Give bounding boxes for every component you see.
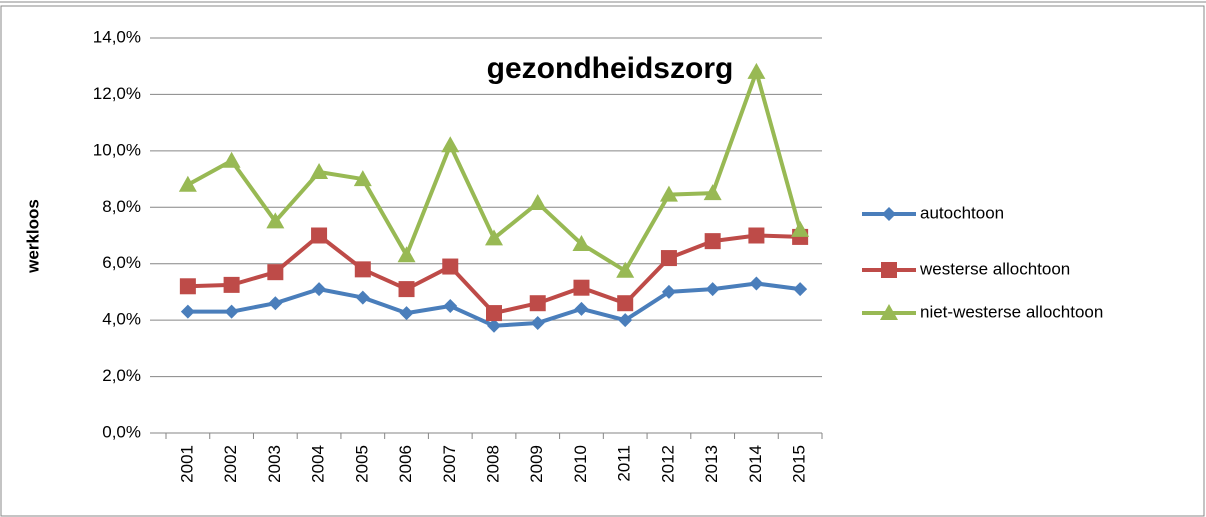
data-point	[487, 318, 501, 333]
x-tick-label: 2014	[746, 445, 765, 483]
y-axis-label: werkloos	[23, 199, 42, 274]
data-point	[793, 282, 808, 297]
legend-label: autochtoon	[920, 203, 1004, 222]
y-tick-label: 14,0%	[93, 27, 141, 46]
legend-label: niet-westerse allochtoon	[920, 302, 1103, 321]
data-point	[398, 281, 415, 298]
data-point	[749, 276, 764, 291]
data-point	[443, 299, 458, 314]
data-point	[485, 229, 503, 246]
x-tick-label: 2001	[177, 445, 196, 483]
y-tick-label: 0,0%	[102, 422, 141, 441]
data-point	[267, 264, 284, 281]
data-point	[310, 163, 329, 180]
data-point	[179, 278, 196, 295]
data-point	[573, 279, 590, 296]
chart-title: gezondheidszorg	[487, 52, 734, 85]
y-tick-label: 6,0%	[102, 253, 141, 272]
x-tick-label: 2011	[615, 445, 634, 482]
x-tick-label: 2002	[221, 445, 240, 483]
data-point	[268, 296, 283, 311]
data-point	[311, 227, 328, 244]
x-tick-label: 2010	[571, 445, 590, 483]
y-tick-label: 10,0%	[93, 140, 141, 159]
data-point	[178, 175, 197, 192]
data-point	[530, 315, 545, 330]
x-tick-label: 2003	[265, 445, 284, 483]
x-tick-label: 2015	[790, 445, 809, 483]
y-tick-label: 4,0%	[102, 310, 141, 329]
data-point	[441, 136, 460, 153]
data-point	[397, 246, 416, 263]
data-point	[660, 250, 677, 267]
data-point	[747, 62, 766, 79]
x-tick-label: 2007	[440, 445, 459, 483]
data-point	[791, 220, 810, 237]
data-point	[703, 184, 722, 201]
x-tick-label: 2008	[483, 445, 502, 483]
chart-frame	[0, 5, 1205, 517]
legend-marker	[882, 207, 896, 221]
data-point	[528, 194, 547, 211]
y-tick-label: 8,0%	[102, 197, 141, 216]
x-tick-label: 2006	[396, 445, 415, 483]
x-tick-label: 2012	[658, 445, 677, 483]
data-point	[180, 304, 195, 319]
data-point	[659, 185, 678, 202]
data-point	[704, 233, 721, 250]
x-tick-label: 2013	[702, 445, 721, 483]
data-point	[486, 305, 502, 322]
data-point	[224, 304, 239, 319]
data-point	[223, 276, 240, 293]
data-point	[222, 151, 241, 168]
data-point	[354, 261, 371, 278]
data-point	[705, 282, 720, 297]
data-point	[748, 227, 765, 244]
legend-label: westerse allochtoon	[919, 259, 1070, 278]
x-tick-label: 2005	[352, 445, 371, 483]
data-point	[442, 258, 459, 275]
data-point	[617, 295, 634, 312]
y-tick-label: 12,0%	[93, 84, 141, 103]
data-point	[618, 313, 633, 328]
data-point	[266, 212, 285, 229]
data-point	[312, 282, 327, 297]
legend-marker	[880, 304, 898, 320]
x-tick-label: 2009	[527, 445, 546, 483]
y-tick-label: 2,0%	[102, 366, 141, 385]
x-tick-label: 2004	[309, 445, 328, 483]
data-point	[529, 295, 546, 312]
data-point	[572, 234, 591, 251]
data-point	[353, 170, 372, 187]
data-point	[616, 261, 635, 278]
data-point	[355, 290, 370, 305]
legend-marker	[881, 262, 897, 278]
data-point	[574, 301, 589, 316]
data-point	[661, 284, 676, 299]
data-point	[399, 306, 414, 321]
